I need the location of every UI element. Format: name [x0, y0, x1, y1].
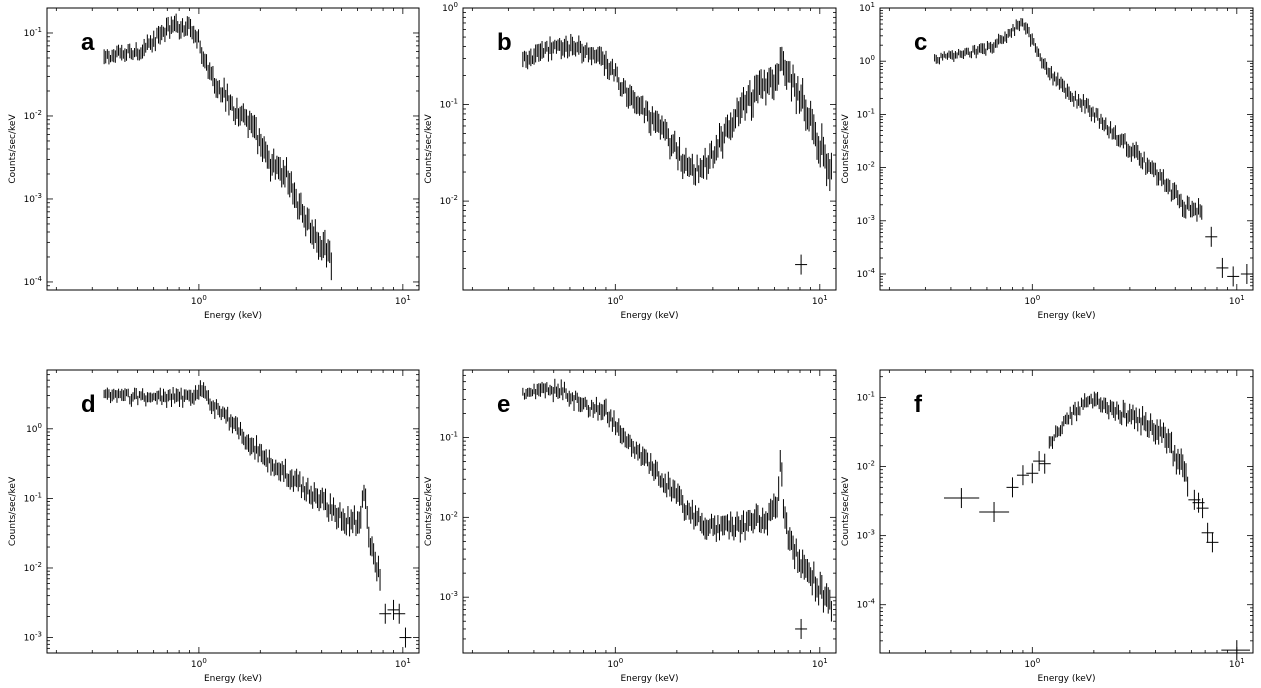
x-axis-label: Energy (keV)	[204, 311, 262, 321]
y-tick-label: 10-3	[857, 529, 875, 542]
x-tick-label: 101	[1229, 294, 1245, 307]
y-axis-label: Counts/sec/keV	[8, 114, 18, 184]
y-tick-label: 100	[442, 1, 458, 14]
spectrum-series	[522, 378, 832, 622]
data-point-isolated	[1038, 453, 1051, 474]
x-axis-label: Energy (keV)	[1038, 674, 1096, 684]
panel-a: 100 101 10-4 10-3 10-2 10-1 Energy (keV) Counts…	[8, 7, 420, 321]
x-tick-label: 101	[812, 657, 828, 670]
x-tick-label: 101	[812, 294, 828, 307]
data-point-isolated	[795, 254, 808, 275]
plot-frame	[462, 7, 837, 291]
y-tick-label: 10-3	[24, 631, 42, 644]
data-point-isolated	[943, 488, 980, 509]
y-axis-label: Counts/sec/keV	[424, 476, 434, 546]
y-tick-label: 10-4	[857, 267, 876, 280]
x-tick-label: 100	[191, 657, 207, 670]
y-axis-label: Counts/sec/keV	[841, 476, 851, 546]
y-tick-label: 10-3	[440, 590, 458, 603]
data-point-isolated	[1026, 463, 1039, 484]
x-tick-label: 100	[607, 657, 623, 670]
data-point-isolated	[1221, 640, 1250, 661]
y-tick-label: 10-1	[857, 107, 875, 120]
x-tick-label: 101	[1229, 657, 1245, 670]
data-point-isolated	[1205, 226, 1218, 247]
plot-frame	[462, 369, 837, 654]
panel-letter: f	[914, 391, 923, 418]
y-tick-label: 10-3	[24, 192, 42, 205]
panel-letter: e	[497, 391, 510, 418]
x-tick-label: 100	[1024, 294, 1040, 307]
data-point-isolated	[1201, 522, 1214, 543]
y-tick-label: 10-1	[857, 390, 875, 403]
data-point-isolated	[1016, 465, 1029, 486]
data-point-isolated	[399, 627, 412, 648]
y-tick-label: 10-2	[857, 161, 875, 174]
x-tick-label: 100	[1024, 657, 1040, 670]
data-point-isolated	[1240, 263, 1253, 284]
y-axis-label: Counts/sec/keV	[424, 114, 434, 184]
y-tick-label: 10-2	[440, 510, 458, 523]
x-axis-label: Energy (keV)	[1038, 311, 1096, 321]
y-tick-label: 100	[26, 422, 42, 435]
y-tick-label: 10-1	[24, 26, 42, 39]
x-tick-label: 101	[395, 294, 411, 307]
y-tick-label: 10-2	[440, 194, 458, 207]
data-point-isolated	[1196, 498, 1209, 519]
data-point-isolated	[795, 618, 808, 639]
spectrum-series	[103, 380, 381, 591]
data-point-isolated	[1216, 257, 1229, 278]
data-point-isolated	[393, 603, 406, 624]
y-tick-label: 10-1	[24, 491, 42, 504]
panel-c: 100 101 10-4 10-3 10-2 10-1 100 101 Energy (keV)…	[841, 1, 1254, 321]
plot-frame	[879, 7, 1254, 291]
panel-d: 100 101 10-3 10-2 10-1 100 Energy (keV) Counts/…	[8, 369, 420, 684]
y-tick-label: 100	[859, 54, 875, 67]
panels-group: 100 101 10-4 10-3 10-2 10-1 Energy (keV) Counts…	[8, 1, 1254, 684]
spectrum-series	[522, 33, 832, 192]
panel-b: 100 101 10-2 10-1 100 Energy (keV) Counts/sec/…	[424, 1, 837, 321]
spectrum-series	[1048, 391, 1189, 497]
plot-frame	[879, 369, 1254, 654]
x-axis-label: Energy (keV)	[621, 311, 679, 321]
plot-frame	[46, 369, 420, 654]
y-axis-label: Counts/sec/keV	[8, 476, 18, 546]
data-point-isolated	[1206, 532, 1219, 553]
panel-letter: a	[81, 29, 95, 56]
x-tick-label: 100	[191, 294, 207, 307]
y-tick-label: 10-3	[857, 214, 875, 227]
data-point-isolated	[1006, 477, 1019, 498]
data-point-isolated	[979, 501, 1010, 522]
y-tick-label: 10-1	[440, 430, 458, 443]
y-axis-label: Counts/sec/keV	[841, 114, 851, 184]
x-tick-label: 101	[395, 657, 411, 670]
panel-f: 100 101 10-4 10-3 10-2 10-1 Energy (keV) Counts…	[841, 369, 1254, 684]
x-axis-label: Energy (keV)	[204, 674, 262, 684]
x-tick-label: 100	[607, 294, 623, 307]
data-point-isolated	[379, 603, 392, 624]
panel-letter: d	[81, 391, 96, 418]
y-tick-label: 10-2	[24, 561, 42, 574]
y-tick-label: 10-2	[857, 460, 875, 473]
y-tick-label: 10-1	[440, 98, 458, 111]
x-axis-label: Energy (keV)	[621, 674, 679, 684]
plot-frame	[46, 7, 420, 291]
y-tick-label: 10-4	[857, 598, 876, 611]
y-tick-label: 10-2	[24, 109, 42, 122]
y-tick-label: 10-4	[24, 275, 43, 288]
panel-letter: c	[914, 29, 927, 56]
y-tick-label: 101	[859, 1, 875, 14]
panel-letter: b	[497, 29, 512, 56]
data-point-isolated	[1033, 451, 1046, 472]
panel-e: 100 101 10-3 10-2 10-1 Energy (keV) Counts/sec…	[424, 369, 837, 684]
data-point-isolated	[1227, 266, 1240, 287]
spectrum-series	[103, 13, 332, 281]
spectrum-series	[934, 17, 1203, 222]
data-point-isolated	[387, 599, 400, 620]
